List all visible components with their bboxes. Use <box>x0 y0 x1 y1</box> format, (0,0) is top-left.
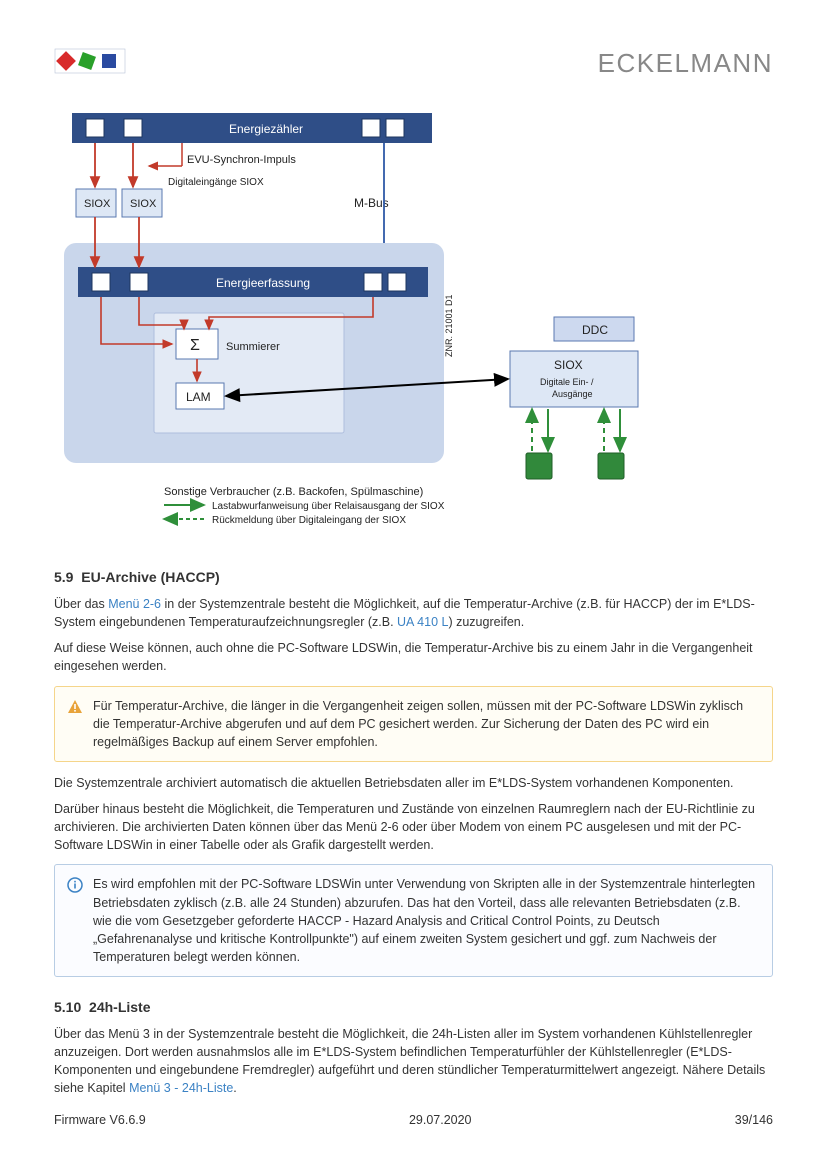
sec59-p2: Auf diese Weise können, auch ohne die PC… <box>54 639 773 675</box>
sigma-label: Σ <box>190 337 200 354</box>
info-icon <box>67 877 83 893</box>
menu-2-6-link[interactable]: Menü 2-6 <box>108 597 161 611</box>
sec59-p4: Darüber hinaus besteht die Möglichkeit, … <box>54 800 773 854</box>
digein-label: Digitaleingänge SIOX <box>168 177 264 188</box>
legend-title: Sonstige Verbraucher (z.B. Backofen, Spü… <box>164 486 423 498</box>
energieerfassung-label: Energieerfassung <box>216 276 310 290</box>
sec510-p1: Über das Menü 3 in der Systemzentrale be… <box>54 1025 773 1098</box>
znr-label: ZNR. 21001 D1 <box>444 294 454 357</box>
evu-label: EVU-Synchron-Impuls <box>187 154 296 166</box>
siox-right-sub2: Ausgänge <box>552 389 593 399</box>
system-diagram: Energiezähler EVU-Synchron-Impuls Digita… <box>54 107 674 547</box>
sec59-p3: Die Systemzentrale archiviert automatisc… <box>54 774 773 792</box>
brand-logo-icon <box>54 48 126 74</box>
sec-num: 5.10 <box>54 999 81 1015</box>
footer-firmware: Firmware V6.6.9 <box>54 1113 146 1127</box>
sec-title: EU-Archive (HACCP) <box>81 569 219 585</box>
ua-410-l-link[interactable]: UA 410 L <box>397 615 448 629</box>
info-text: Es wird empfohlen mit der PC-Software LD… <box>93 875 760 966</box>
section-5-9-heading: 5.9 EU-Archive (HACCP) <box>54 569 773 585</box>
warning-text: Für Temperatur-Archive, die länger in di… <box>93 697 760 751</box>
page-footer: Firmware V6.6.9 29.07.2020 39/146 <box>54 1113 773 1127</box>
menu-3-link[interactable]: Menü 3 - 24h-Liste <box>129 1081 233 1095</box>
legend-dash: Rückmeldung über Digitaleingang der SIOX <box>212 515 406 526</box>
sec-title: 24h-Liste <box>89 999 150 1015</box>
siox-right-sub1: Digitale Ein- / <box>540 377 594 387</box>
energiezaehler-label: Energiezähler <box>229 122 303 136</box>
page-header: ECKELMANN <box>54 48 773 79</box>
lam-label: LAM <box>186 390 211 404</box>
footer-page: 39/146 <box>735 1113 773 1127</box>
sec59-p1: Über das Menü 2-6 in der Systemzentrale … <box>54 595 773 631</box>
summierer-label: Summierer <box>226 341 280 353</box>
siox-1-label: SIOX <box>84 198 111 210</box>
brand-name: ECKELMANN <box>598 48 773 79</box>
sec-num: 5.9 <box>54 569 73 585</box>
section-5-10-heading: 5.10 24h-Liste <box>54 999 773 1015</box>
warning-icon <box>67 699 83 715</box>
siox-right-label: SIOX <box>554 358 583 372</box>
siox-2-label: SIOX <box>130 198 157 210</box>
footer-date: 29.07.2020 <box>409 1113 472 1127</box>
legend-solid: Lastabwurfanweisung über Relaisausgang d… <box>212 501 445 512</box>
info-callout: Es wird empfohlen mit der PC-Software LD… <box>54 864 773 977</box>
ddc-label: DDC <box>582 323 608 337</box>
warning-callout: Für Temperatur-Archive, die länger in di… <box>54 686 773 762</box>
